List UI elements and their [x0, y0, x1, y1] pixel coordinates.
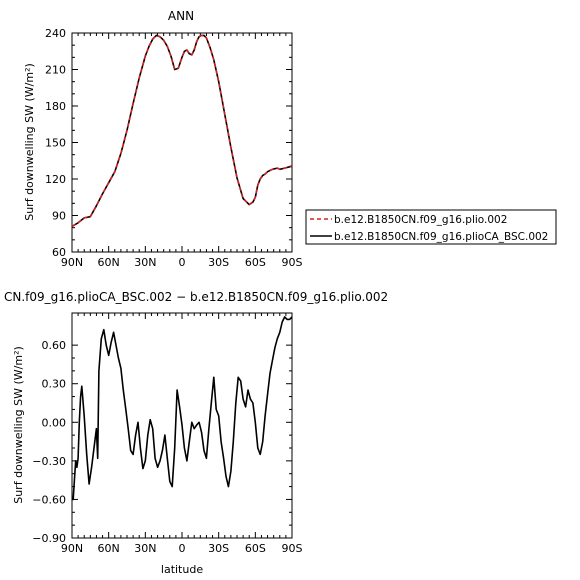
bottom-x-tick-label: 90N: [61, 542, 83, 555]
bottom-series-lines: [72, 316, 293, 501]
top-x-tick-label: 60N: [98, 256, 120, 269]
bottom-y-tick-label: −0.60: [32, 493, 66, 506]
top-y-axis-label: Surf downwelling SW (W/m²): [23, 63, 36, 221]
legend: b.e12.B1850CN.f09_g16.plio.002 b.e12.B18…: [305, 209, 557, 245]
bottom-axis-ticks: 90N 60N 30N 0 30S 60S 90S −0.90 −0.60 −0.30 0.00 0.…: [32, 313, 303, 555]
bottom-x-tick-label: 30N: [134, 542, 156, 555]
bottom-series-line-1: [72, 316, 293, 501]
top-y-tick-label: 180: [45, 100, 66, 113]
legend-entry-1: b.e12.B1850CN.f09_g16.plio.002: [334, 214, 507, 226]
top-panel: ANN Surf downwelling SW (W/m²) 90N 60N 30N…: [23, 9, 303, 269]
bottom-y-tick-label: −0.90: [32, 532, 66, 545]
top-y-tick-label: 120: [45, 173, 66, 186]
legend-box: [305, 209, 557, 245]
top-series-line-1: [71, 34, 293, 228]
bottom-x-tick-label: 30S: [208, 542, 229, 555]
bottom-y-tick-label: 0.00: [42, 416, 67, 429]
top-axis-ticks: 90N 60N 30N 0 30S 60S 90S 60 90 120 150 180 210 240: [45, 27, 303, 269]
top-x-tick-label: 90N: [61, 256, 83, 269]
bottom-y-axis-label: Surf downwelling SW (W/m²): [12, 346, 25, 504]
bottom-panel-title: CN.f09_g16.plioCA_BSC.002 − b.e12.B1850C…: [4, 290, 388, 304]
top-y-tick-label: 90: [52, 210, 66, 223]
top-x-tick-label: 0: [179, 256, 186, 269]
top-y-tick-label: 210: [45, 64, 66, 77]
bottom-panel: CN.f09_g16.plioCA_BSC.002 − b.e12.B1850C…: [4, 290, 388, 576]
top-x-tick-label: 30S: [208, 256, 229, 269]
bottom-x-tick-label: 90S: [282, 542, 303, 555]
bottom-x-tick-label: 0: [179, 542, 186, 555]
top-x-tick-label: 90S: [282, 256, 303, 269]
bottom-x-tick-label: 60N: [98, 542, 120, 555]
top-panel-title: ANN: [168, 9, 194, 23]
top-y-tick-label: 240: [45, 27, 66, 40]
top-plot-frame: [71, 32, 293, 253]
bottom-y-tick-label: 0.30: [42, 378, 67, 391]
bottom-x-axis-label: latitude: [161, 563, 203, 576]
bottom-y-tick-label: 0.60: [42, 339, 67, 352]
top-series-lines: [71, 34, 293, 228]
bottom-y-tick-label: −0.30: [32, 455, 66, 468]
bottom-x-tick-label: 60S: [245, 542, 266, 555]
legend-entry-2: b.e12.B1850CN.f09_g16.plioCA_BSC.002: [334, 231, 548, 243]
top-x-tick-label: 60S: [245, 256, 266, 269]
top-y-tick-label: 60: [52, 246, 66, 259]
top-series-line-2: [71, 34, 293, 228]
top-y-tick-label: 150: [45, 137, 66, 150]
top-x-tick-label: 30N: [134, 256, 156, 269]
